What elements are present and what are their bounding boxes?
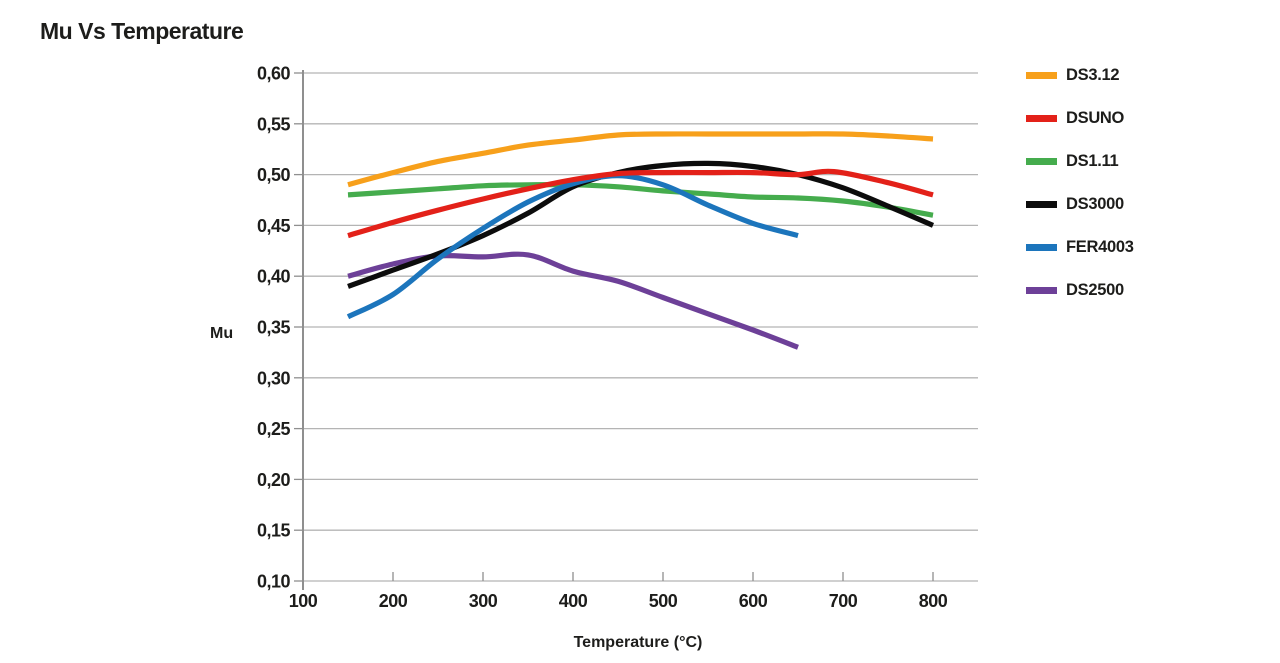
- x-tick-label: 400: [559, 591, 588, 611]
- legend-label: DSUNO: [1066, 109, 1125, 127]
- legend-swatch-FER4003: [1026, 244, 1057, 251]
- series-line-DSUNO: [347, 168, 934, 239]
- series-line-DS2500: [347, 251, 799, 350]
- y-axis-title: Mu: [210, 325, 234, 342]
- y-tick-label: 0,50: [257, 165, 291, 185]
- y-tick-label: 0,30: [257, 368, 291, 388]
- legend-swatch-DS2500: [1026, 287, 1057, 294]
- y-tick-label: 0,25: [257, 419, 291, 439]
- series-line-FER4003: [346, 172, 799, 320]
- legend-label: DS3.12: [1066, 66, 1120, 84]
- chart-title: Mu Vs Temperature: [40, 18, 244, 44]
- legend-item-FER4003: FER4003: [1026, 226, 1134, 269]
- x-tick-label: 200: [379, 591, 408, 611]
- y-tick-label: 0,15: [257, 521, 291, 541]
- y-tick-label: 0,55: [257, 114, 291, 134]
- legend-item-DS2500: DS2500: [1026, 269, 1134, 312]
- legend-item-DSUNO: DSUNO: [1026, 97, 1134, 140]
- y-tick-label: 0,45: [257, 216, 291, 236]
- y-tick-label: 0,10: [257, 572, 291, 592]
- legend-item-DS1.11: DS1.11: [1026, 140, 1134, 183]
- legend-swatch-DS1.11: [1026, 158, 1057, 165]
- legend-label: DS3000: [1066, 195, 1124, 213]
- x-tick-label: 500: [649, 591, 678, 611]
- x-tick-label: 600: [739, 591, 768, 611]
- x-axis-title: Temperature (°C): [573, 634, 703, 651]
- y-tick-label: 0,20: [257, 470, 291, 490]
- legend-swatch-DS3000: [1026, 201, 1057, 208]
- legend-item-DS3.12: DS3.12: [1026, 54, 1134, 97]
- legend-item-DS3000: DS3000: [1026, 183, 1134, 226]
- series-line-DS1.11: [347, 181, 934, 218]
- y-tick-label: 0,35: [257, 318, 291, 338]
- legend-label: FER4003: [1066, 238, 1134, 256]
- y-tick-label: 0,40: [257, 267, 291, 287]
- x-tick-label: 800: [919, 591, 948, 611]
- legend-swatch-DSUNO: [1026, 115, 1057, 122]
- y-tick-label: 0,60: [257, 64, 291, 84]
- x-tick-label: 300: [469, 591, 498, 611]
- x-tick-label: 100: [289, 591, 318, 611]
- series-line-DS3000: [347, 160, 935, 289]
- legend-swatch-DS3.12: [1026, 72, 1057, 79]
- legend-label: DS2500: [1066, 281, 1124, 299]
- legend-label: DS1.11: [1066, 152, 1119, 170]
- x-tick-label: 700: [829, 591, 858, 611]
- legend: DS3.12 DSUNO DS1.11 DS3000 FER4003 DS2500: [1026, 54, 1134, 312]
- series-line-DS3.12: [347, 131, 934, 188]
